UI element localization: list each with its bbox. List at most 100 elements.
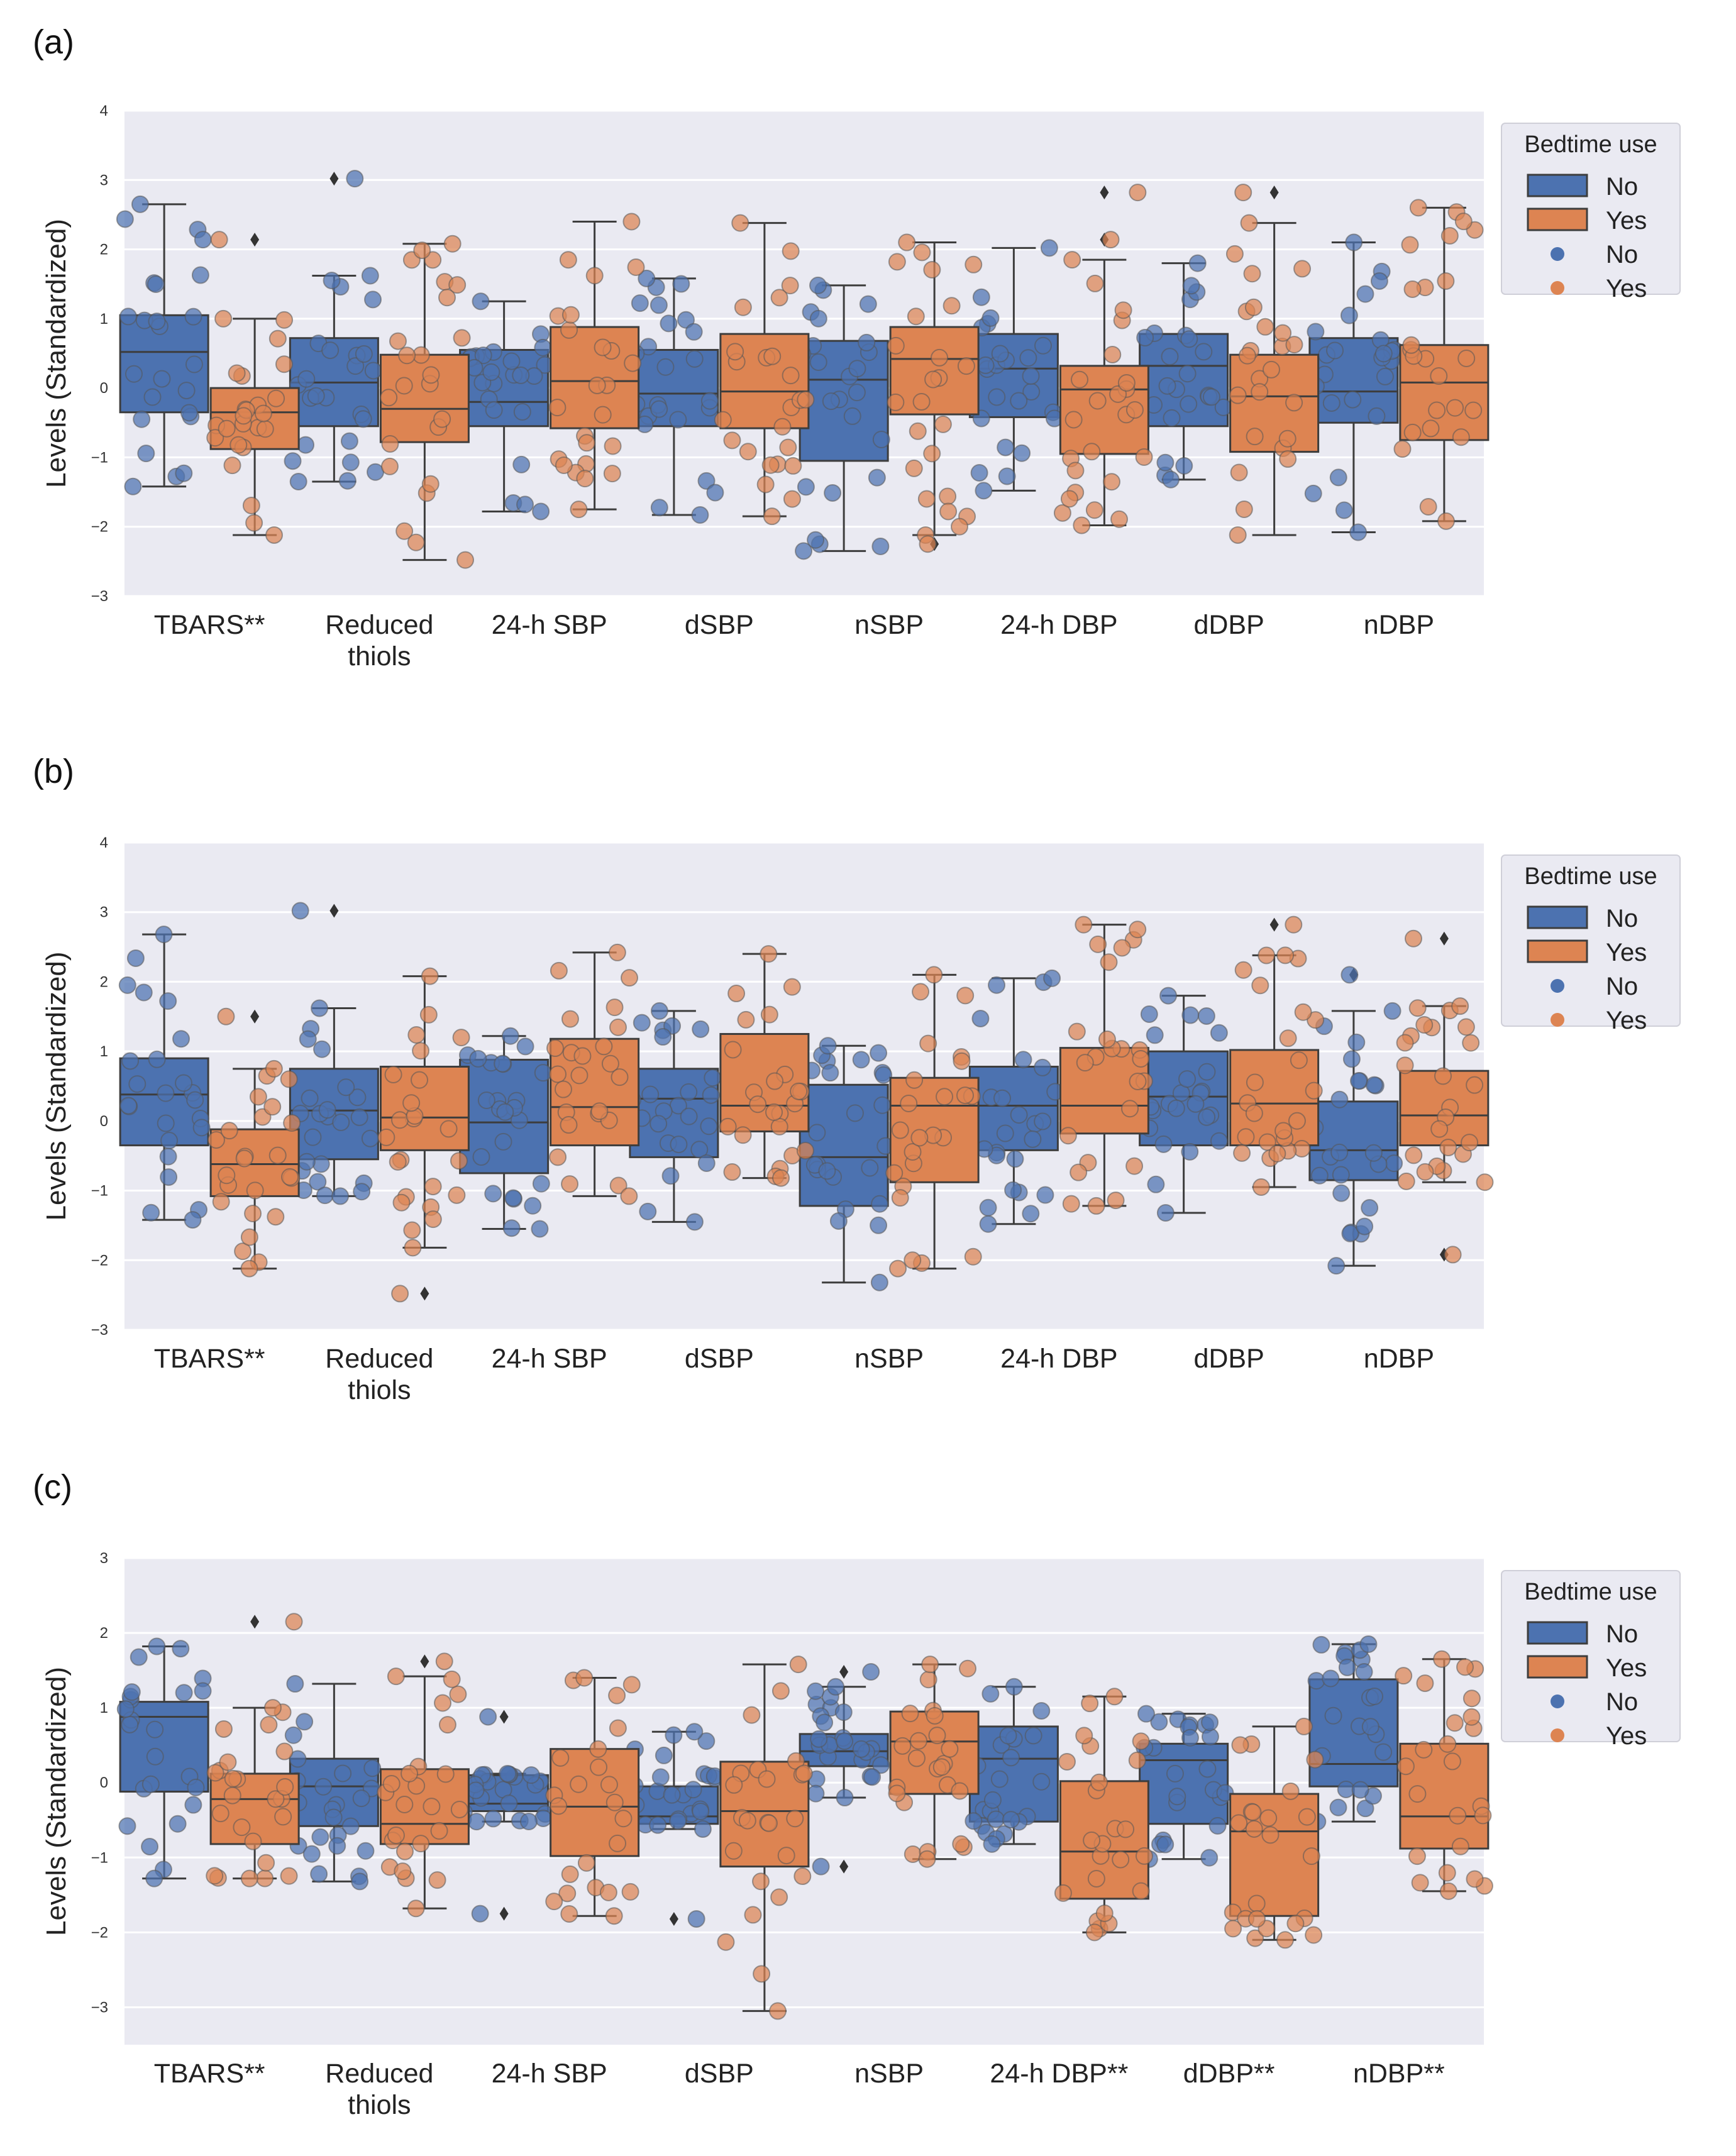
legend: Bedtime use No Yes No Yes — [1501, 854, 1681, 1034]
strip-point-yes — [965, 255, 983, 274]
strip-point-yes — [717, 1933, 735, 1951]
strip-point-yes — [561, 1175, 579, 1193]
legend-marker-yes — [1551, 281, 1564, 295]
strip-point-no — [810, 1730, 828, 1748]
strip-point-no — [350, 1108, 368, 1126]
strip-point-no — [1002, 1811, 1020, 1829]
strip-point-yes — [576, 470, 594, 488]
flier-marker — [329, 172, 339, 186]
x-tick-label-nsbp: nSBP — [854, 1344, 924, 1374]
strip-point-no — [1024, 1130, 1042, 1148]
strip-point-no — [187, 1778, 205, 1796]
flier-marker — [669, 1911, 678, 1926]
strip-point-yes — [1402, 336, 1420, 354]
strip-point-yes — [761, 456, 780, 474]
strip-point-yes — [772, 1169, 790, 1187]
x-tick-label-tbars: TBARS** — [154, 2059, 265, 2089]
strip-point-no — [1178, 365, 1197, 383]
flier-marker — [1269, 917, 1279, 932]
strip-point-no — [524, 1197, 542, 1215]
box-yes-ddbp — [1229, 915, 1325, 1197]
strip-point-no — [286, 1675, 304, 1693]
box-yes-reduced-thiols — [379, 235, 475, 569]
legend-title: Bedtime use — [1524, 863, 1657, 890]
y-axis-label: Levels (Standardized) — [41, 219, 72, 488]
strip-point-yes — [1246, 1073, 1264, 1092]
strip-point-yes — [448, 1186, 466, 1204]
strip-point-no — [1198, 1760, 1217, 1778]
box-no-tbars — [118, 926, 211, 1229]
strip-point-no — [153, 370, 171, 388]
strip-point-yes — [1105, 1688, 1124, 1706]
strip-point-no — [1197, 1007, 1215, 1025]
strip-point-yes — [753, 1965, 771, 1983]
strip-point-yes — [1095, 1904, 1114, 1922]
strip-point-no — [843, 407, 861, 425]
box-yes-ndbp — [1393, 199, 1490, 530]
strip-point-yes — [1113, 939, 1131, 957]
strip-point-no — [815, 1713, 834, 1732]
strip-point-no — [650, 296, 668, 314]
strip-point-no — [672, 275, 690, 293]
strip-point-yes — [951, 1782, 969, 1800]
legend-marker-yes-label: Yes — [1606, 275, 1647, 302]
strip-point-yes — [1229, 526, 1247, 544]
strip-point-yes — [440, 1120, 458, 1138]
strip-point-no — [697, 1732, 716, 1750]
strip-point-no — [313, 1040, 331, 1058]
box-yes-reduced-thiols — [377, 1652, 470, 1918]
strip-point-no — [1168, 1788, 1186, 1806]
strip-point-no — [522, 1766, 540, 1784]
strip-point-yes — [407, 533, 425, 551]
strip-point-no — [332, 1114, 350, 1132]
strip-point-yes — [550, 961, 568, 980]
y-tick-label: 2 — [100, 1625, 108, 1642]
strip-point-no — [692, 1020, 710, 1038]
strip-point-yes — [561, 1010, 579, 1028]
strip-point-no — [827, 1678, 845, 1696]
strip-point-no — [1304, 484, 1322, 502]
box-no-reduced-thiols — [284, 1675, 382, 1891]
strip-point-no — [1383, 1002, 1402, 1020]
strip-point-no — [141, 1775, 160, 1793]
strip-point-no — [706, 484, 724, 502]
strip-point-yes — [1428, 401, 1446, 419]
strip-point-yes — [1114, 301, 1132, 319]
strip-point-no — [687, 1910, 705, 1928]
strip-point-no — [299, 1030, 317, 1048]
strip-point-no — [1032, 1701, 1051, 1720]
legend-marker-yes — [1551, 1728, 1564, 1742]
x-tick-label-reduced-thiols: thiols — [348, 1375, 411, 1405]
strip-point-yes — [1102, 473, 1120, 491]
strip-point-yes — [1062, 1195, 1080, 1213]
x-tick-label-nsbp: nSBP — [854, 2059, 924, 2089]
strip-point-no — [1365, 1076, 1383, 1094]
legend-marker-no — [1551, 247, 1564, 261]
strip-point-yes — [924, 370, 943, 389]
box-no-ndbp — [1306, 966, 1403, 1275]
strip-point-no — [124, 477, 142, 495]
y-tick-label: 3 — [100, 172, 108, 189]
strip-point-no — [496, 1103, 514, 1121]
x-tick-label-24-h-dbp: 24-h DBP — [1000, 610, 1117, 640]
strip-point-yes — [1408, 999, 1427, 1017]
strip-point-yes — [907, 307, 925, 326]
strip-point-yes — [724, 1041, 742, 1059]
strip-point-yes — [1087, 1870, 1105, 1888]
strip-point-yes — [229, 436, 248, 454]
strip-point-no — [353, 1183, 371, 1201]
strip-point-yes — [1246, 428, 1264, 446]
strip-point-yes — [443, 235, 462, 253]
strip-point-yes — [384, 1065, 402, 1083]
strip-point-no — [312, 1155, 330, 1173]
x-tick-label-ddbp: dDBP — [1193, 1344, 1264, 1374]
strip-point-yes — [575, 1669, 594, 1687]
strip-point-yes — [395, 1842, 414, 1860]
strip-point-yes — [909, 1732, 927, 1750]
strip-point-yes — [1396, 1056, 1414, 1075]
strip-point-yes — [1090, 1773, 1108, 1791]
strip-point-yes — [1409, 199, 1427, 217]
strip-point-yes — [1437, 272, 1455, 290]
strip-point-no — [502, 1219, 521, 1237]
strip-point-yes — [1401, 236, 1419, 254]
